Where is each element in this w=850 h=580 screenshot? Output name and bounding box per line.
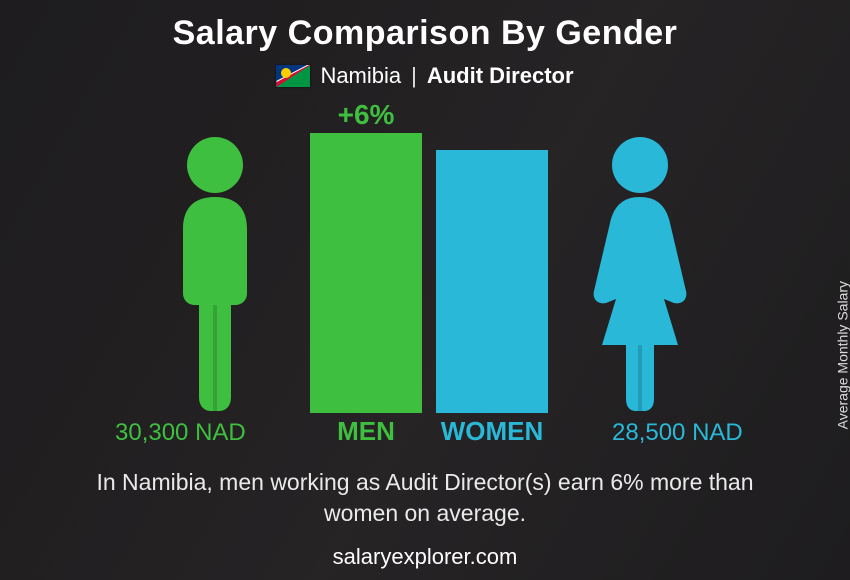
women-bar (436, 150, 548, 413)
summary-text: In Namibia, men working as Audit Directo… (0, 467, 850, 529)
footer-credit: salaryexplorer.com (0, 544, 850, 570)
women-label: WOMEN (436, 416, 548, 447)
men-salary: 30,300 NAD (115, 419, 246, 447)
subtitle: Namibia | Audit Director (0, 63, 850, 89)
percent-diff-label: +6% (338, 99, 395, 131)
men-label: MEN (310, 416, 422, 447)
country-label: Namibia (320, 63, 401, 89)
job-title: Audit Director (427, 63, 574, 89)
separator: | (411, 63, 417, 89)
chart: +6% MEN WOMEN 30,300 NAD 28,500 NAD Aver… (0, 101, 850, 461)
page-title: Salary Comparison By Gender (0, 0, 850, 53)
woman-icon (580, 133, 700, 413)
namibia-flag-icon (276, 65, 310, 87)
man-icon (155, 133, 275, 413)
women-salary: 28,500 NAD (612, 419, 743, 447)
y-axis-label: Average Monthly Salary (834, 281, 850, 429)
men-bar (310, 133, 422, 413)
